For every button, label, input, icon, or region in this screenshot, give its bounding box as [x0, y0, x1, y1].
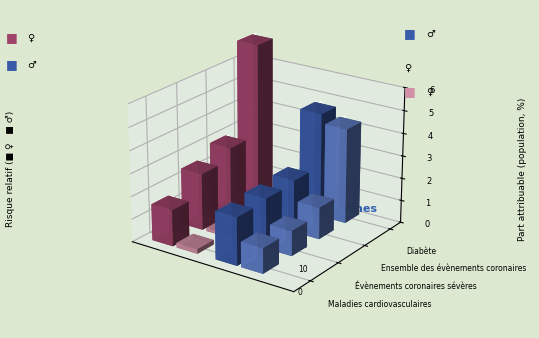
Text: ♂: ♂ [426, 29, 434, 39]
Text: ♂: ♂ [27, 59, 36, 70]
Text: ♀: ♀ [27, 32, 34, 43]
Text: ■: ■ [5, 30, 17, 44]
Text: ■: ■ [404, 85, 416, 98]
Text: Part attribuable (population, %): Part attribuable (population, %) [519, 97, 527, 241]
Text: Risque relatif (■ ♀   ■ ♂): Risque relatif (■ ♀ ■ ♂) [6, 111, 15, 227]
Text: ■: ■ [404, 27, 416, 40]
Text: ♀: ♀ [426, 86, 433, 96]
Text: ♀: ♀ [404, 63, 411, 73]
Text: ■: ■ [5, 57, 17, 71]
